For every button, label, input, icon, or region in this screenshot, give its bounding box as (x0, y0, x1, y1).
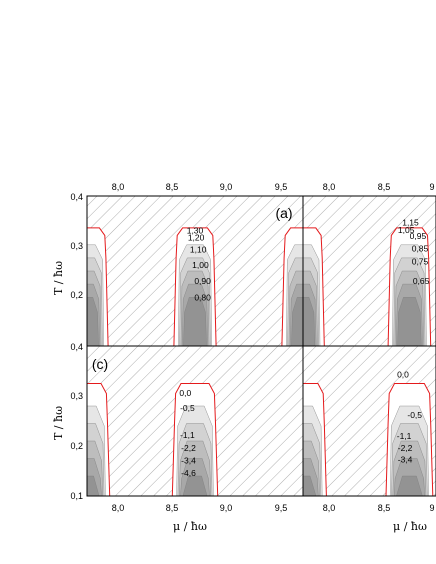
boundary-curve-0 (303, 383, 327, 496)
shade-band-1-4 (181, 475, 209, 496)
contour-label-4: 0,90 (194, 276, 211, 286)
panel-a-plot: 1,301,201,10 1,00 0,90 0,80 (86, 195, 304, 347)
panel-b-top-tick-1: 8,5 (378, 182, 391, 192)
contour-label-4: -3,4 (398, 455, 413, 465)
contour-label-5: -4,6 (181, 468, 196, 478)
shade-band-1-4 (183, 297, 207, 346)
shade-band-0-4 (303, 297, 316, 346)
panel-c: 0,0-0,5-1,1-2,2-3,4-4,6 (c) 0,4 0,3 0,2 … (52, 342, 304, 533)
contour-label-2: 1,10 (190, 244, 207, 254)
panel-a-y-tick-2: 0,2 (70, 290, 83, 300)
panel-a-top-tick-0: 8,0 (112, 182, 125, 192)
contour-label-0: 0,0 (397, 370, 409, 380)
panel-b-plot-area (303, 196, 436, 346)
contour-label-1: 1,05 (398, 225, 415, 235)
panel-d-x-tick-0: 8,0 (323, 503, 336, 513)
contour-label-3: -2,2 (398, 443, 413, 453)
panel-b-plot: 1,151,050,95 0,85 0,75 0,65 (302, 195, 436, 347)
contour-label-3: -2,2 (181, 443, 196, 453)
panel-a-y-tick-0: 0,4 (70, 192, 83, 202)
contour-label-2: -1,1 (180, 430, 195, 440)
contour-label-4: 0,75 (412, 256, 429, 266)
panel-a-y-tick-1: 0,3 (70, 241, 83, 251)
contour-label-2: 0,95 (410, 231, 427, 241)
panel-a-top-tick-2: 9,0 (220, 182, 233, 192)
panel-a-top-tick-3: 9,5 (275, 182, 288, 192)
panel-c-x-tick-0: 8,0 (112, 503, 125, 513)
boundary-curve-0 (87, 383, 111, 496)
boundary-curve-1 (173, 227, 217, 346)
panel-c-x-tick-3: 9,5 (275, 503, 288, 513)
contour-label-4: -3,4 (181, 456, 196, 466)
panel-d-plot-area (303, 346, 436, 496)
panel-c-y-tick-1: 0,3 (70, 391, 83, 401)
contour-label-5: 0,65 (413, 276, 430, 286)
panel-d-x-tick-1: 8,5 (378, 503, 391, 513)
panel-c-y-label: T / ħω (52, 406, 65, 440)
contour-label-0: 0,0 (179, 388, 191, 398)
shade-band-2-4 (291, 297, 303, 346)
panel-d-plot-frame (302, 345, 436, 497)
panel-a-label: (a) (275, 205, 292, 221)
panel-b-top-tick-0: 8,0 (323, 182, 336, 192)
panel-b-top-tick-2: 9 (429, 182, 434, 192)
panel-c-plot-area (87, 346, 303, 496)
panel-d: 0,0 -0,5 -1,1 -2,2 -3,4 8,0 8,5 9 μ / ħω (302, 345, 436, 533)
boundary-curve-1 (171, 383, 219, 496)
contour-label-3: 0,85 (412, 244, 429, 254)
contour-label-1: 1,20 (188, 233, 205, 243)
panel-c-label: (c) (92, 356, 108, 372)
boundary-curve-2 (281, 227, 303, 346)
panel-c-x-label: μ / ħω (173, 520, 207, 533)
panel-c-y-tick-2: 0,2 (70, 441, 83, 451)
contour-label-1: -0,5 (407, 410, 422, 420)
contour-label-3: 1,00 (192, 260, 209, 270)
panel-c-x-tick-2: 9,0 (220, 503, 233, 513)
boundary-curve-0 (303, 227, 325, 346)
contour-label-2: -1,1 (397, 431, 412, 441)
panel-d-plot: 0,0 -0,5 -1,1 -2,2 -3,4 (302, 345, 436, 497)
shade-band-0-4 (87, 297, 99, 346)
panel-b: 1,151,050,95 0,85 0,75 0,65 8,0 8,5 9 (302, 182, 436, 347)
panel-a-top-tick-1: 8,5 (166, 182, 179, 192)
contour-label-0: 1,15 (402, 217, 419, 227)
boundary-curve-1 (387, 227, 432, 346)
panel-c-x-tick-1: 8,5 (166, 503, 179, 513)
panel-c-y-tick-0: 0,4 (70, 342, 83, 352)
panel-c-y-tick-3: 0,1 (70, 491, 83, 501)
panel-d-x-tick-2: 9 (429, 503, 434, 513)
shade-band-0-4 (303, 475, 317, 496)
panel-a-plot-area (87, 196, 303, 346)
shade-band-1-4 (395, 475, 424, 496)
contour-label-5: 0,80 (194, 292, 211, 302)
boundary-curve-0 (87, 227, 109, 346)
panel-d-x-label: μ / ħω (393, 520, 427, 533)
shade-band-1-4 (397, 297, 422, 346)
contour-label-1: -0,5 (180, 403, 195, 413)
shade-band-0-4 (87, 475, 101, 496)
panel-a-y-label: T / ħω (52, 261, 65, 295)
boundary-curve-1 (385, 383, 434, 496)
panel-c-plot: 0,0 -0,5 -1,1 -2,2 -3,4 -4,6 (86, 345, 304, 497)
contour-label-0: 1,30 (187, 226, 204, 236)
panel-a: 1,301,201,10 1,00 0,90 0,80 (a) 8,0 8,5 9,0… (52, 182, 304, 347)
